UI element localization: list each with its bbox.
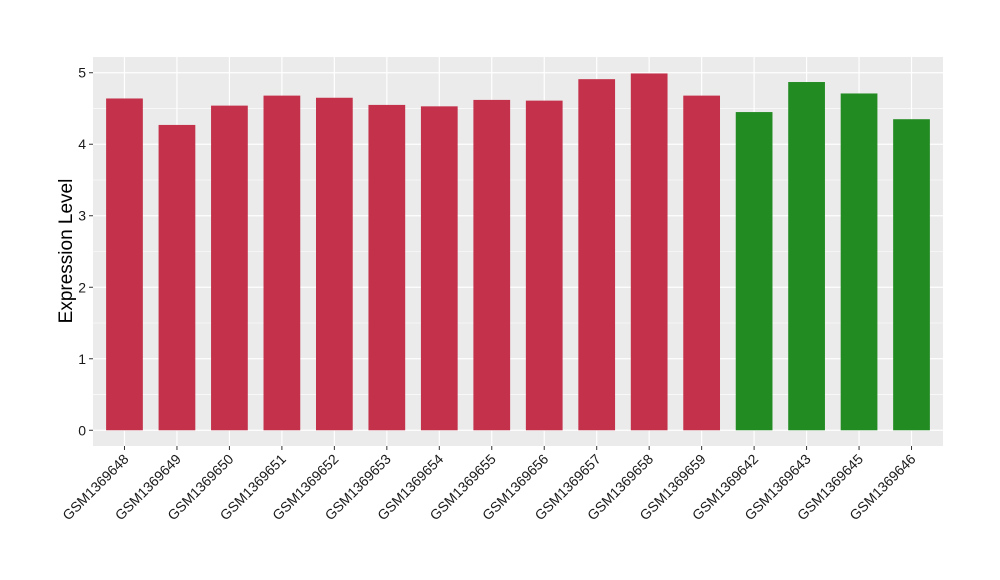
bar <box>840 93 878 431</box>
bar <box>263 95 301 431</box>
x-axis: GSM1369648GSM1369649GSM1369650GSM1369651… <box>59 446 919 523</box>
bar <box>211 105 248 431</box>
bar <box>315 97 353 431</box>
bar <box>158 124 196 431</box>
bar <box>893 119 930 431</box>
bar <box>578 79 616 431</box>
bar <box>735 112 773 431</box>
bar <box>788 82 825 431</box>
bar <box>420 106 458 431</box>
bar <box>630 73 668 431</box>
bars <box>106 73 930 431</box>
bar <box>525 100 563 431</box>
y-tick-label: 5 <box>78 65 86 81</box>
y-axis: 0 1 2 3 4 5 <box>78 65 93 438</box>
y-tick-label: 3 <box>78 208 86 224</box>
y-tick-label: 1 <box>78 351 86 367</box>
bar <box>473 99 511 431</box>
bar <box>106 98 143 431</box>
y-axis-title: Expression Level <box>56 179 77 324</box>
y-tick-label: 4 <box>78 136 86 152</box>
bar <box>683 95 721 431</box>
bar <box>368 104 406 431</box>
y-tick-label: 2 <box>78 279 86 295</box>
y-tick-label: 0 <box>78 422 86 438</box>
